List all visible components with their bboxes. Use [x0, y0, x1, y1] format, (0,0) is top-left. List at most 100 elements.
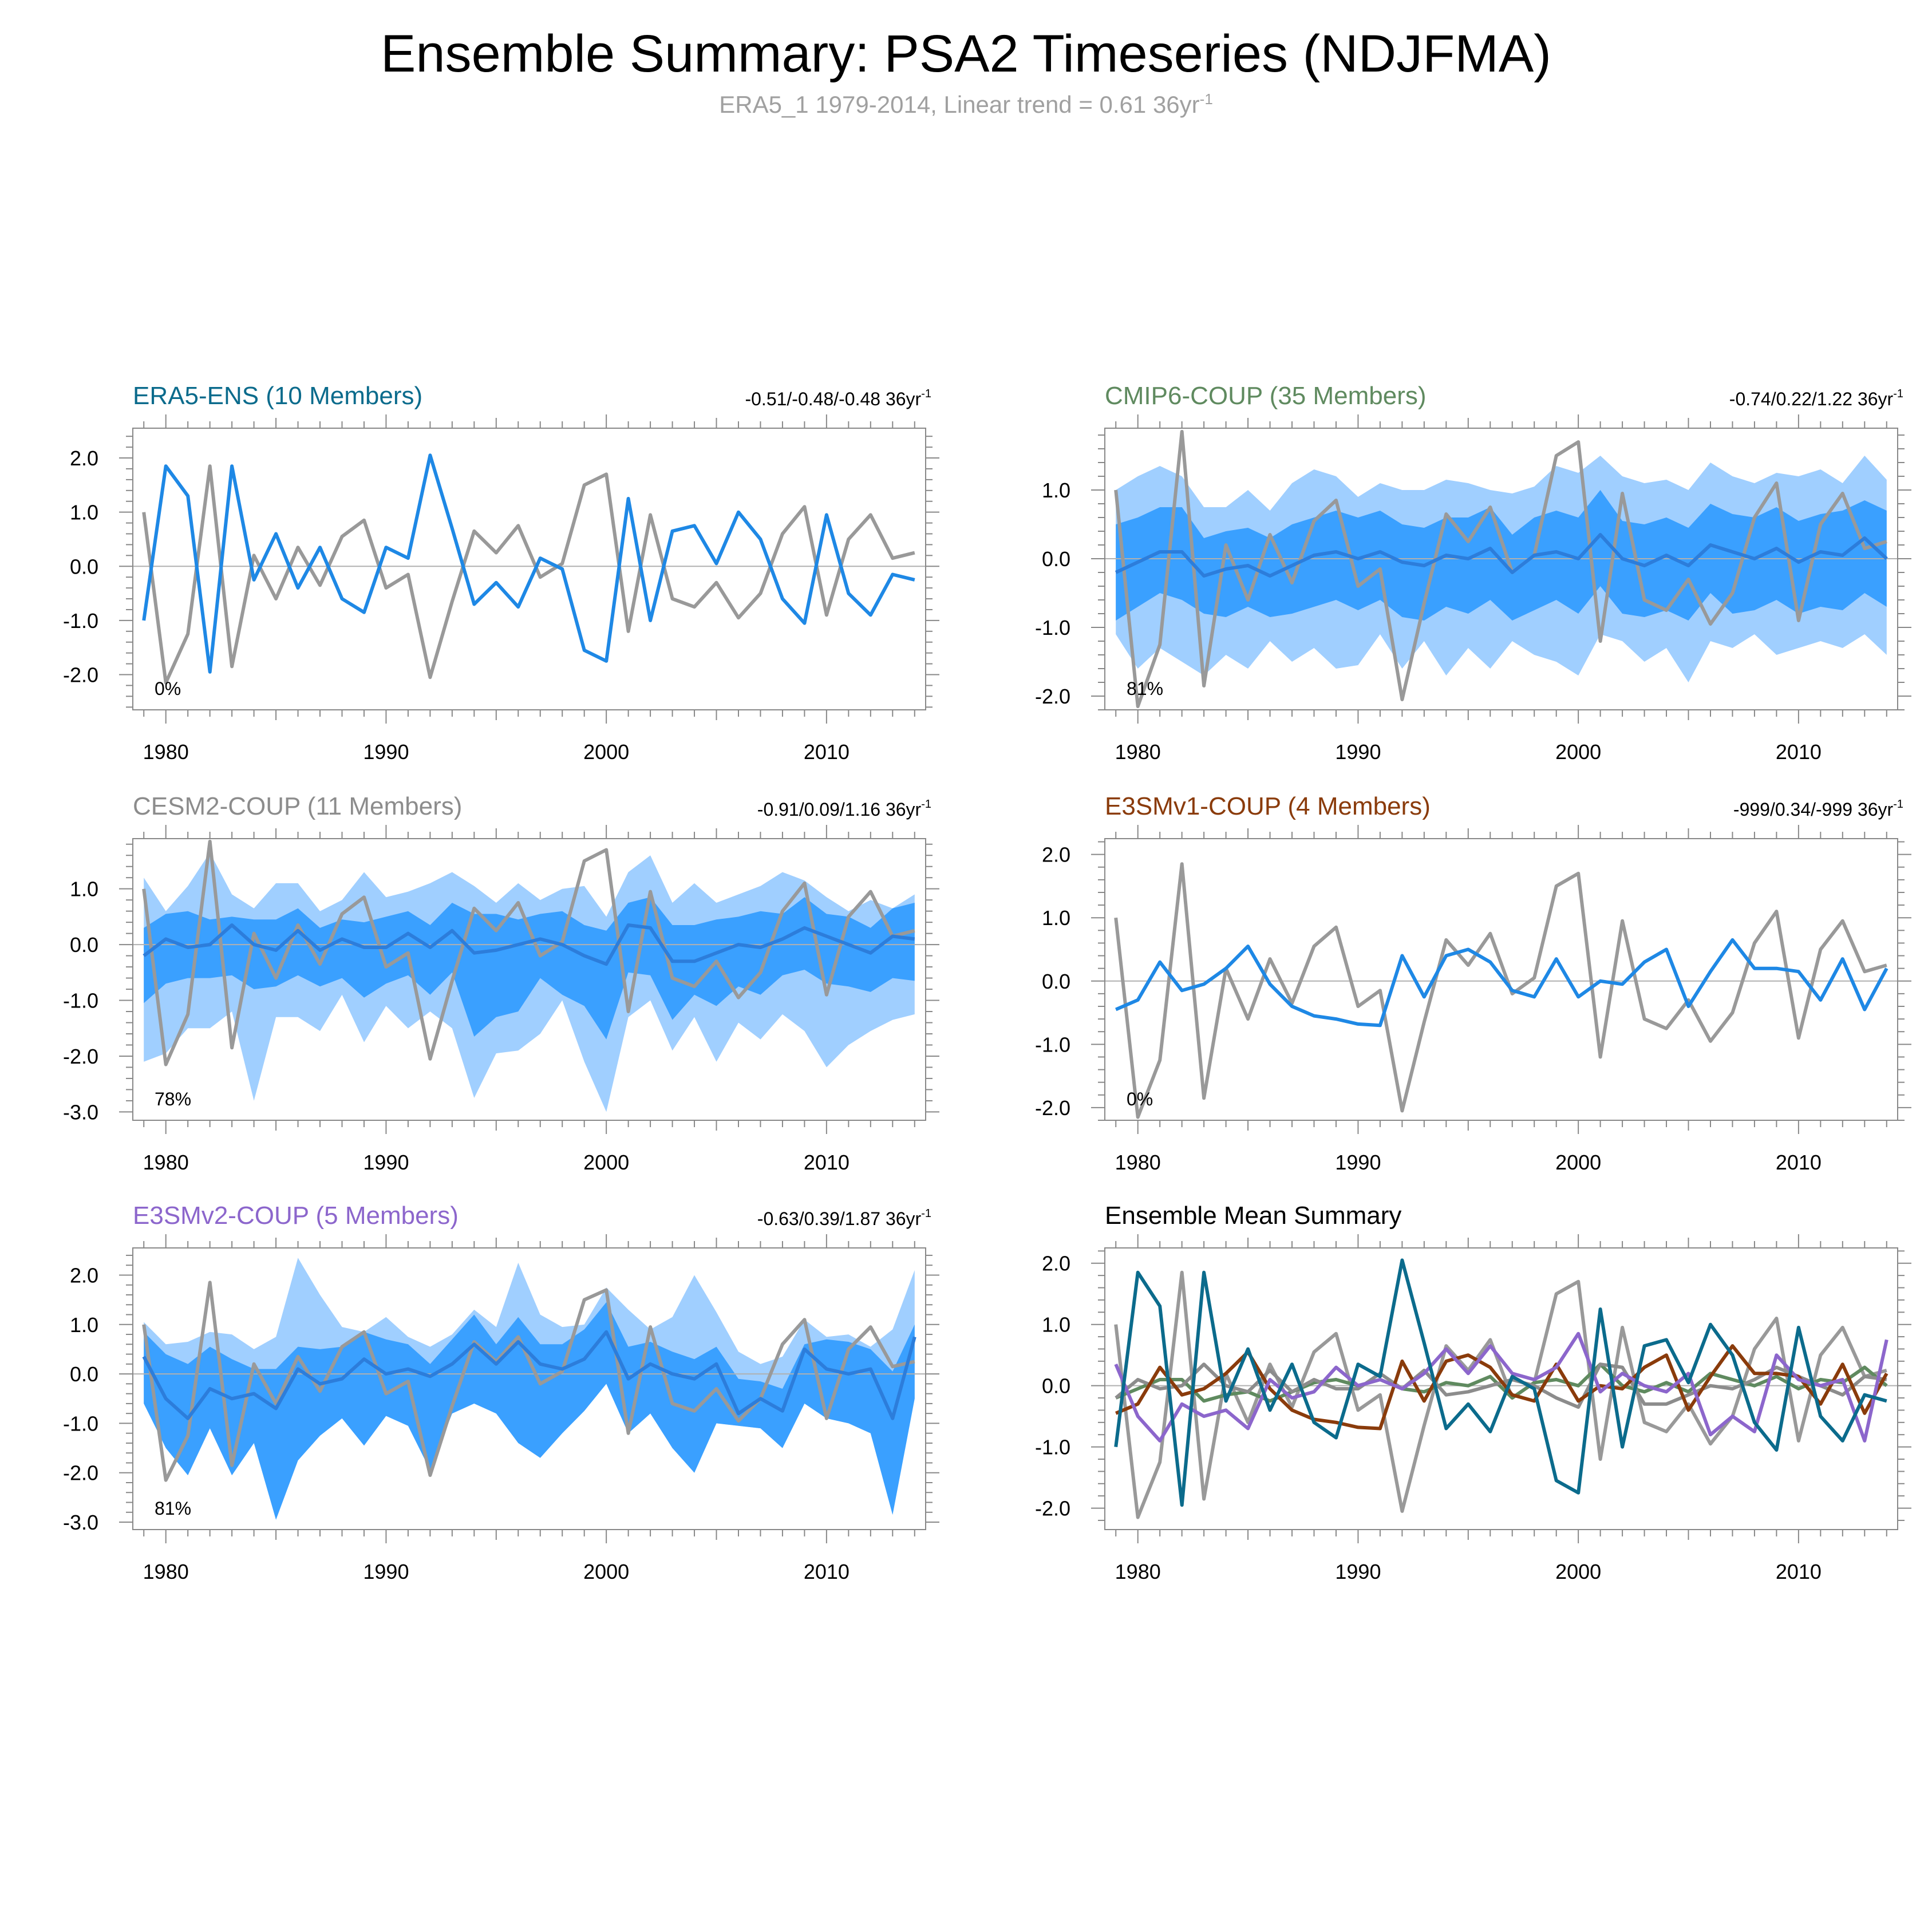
- plot-frame: [132, 1247, 926, 1530]
- page-title: Ensemble Summary: PSA2 Timeseries (NDJFM…: [381, 25, 1551, 83]
- chart-title: E3SMv2-COUP (5 Members): [133, 1202, 459, 1230]
- chart-panel-cesm2: CESM2-COUP (11 Members) -0.91/0.09/1.16 3…: [63, 792, 939, 1174]
- x-tick-label: 2010: [1776, 1151, 1822, 1174]
- ensemble-mean-line: [143, 923, 915, 966]
- obs-line: [142, 1281, 915, 1482]
- y-tick-label: 0.0: [70, 1362, 98, 1386]
- y-tick-label: -1.0: [1035, 616, 1070, 639]
- chart-panel-era5: ERA5-ENS (10 Members) -0.51/-0.48/-0.48 3…: [63, 382, 939, 764]
- x-tick-label: 1990: [363, 1151, 409, 1174]
- plot-area: [1105, 862, 1898, 1119]
- plot-frame: [132, 838, 926, 1121]
- y-tick-label: 2.0: [70, 1263, 98, 1287]
- chart-title: E3SMv1-COUP (4 Members): [1105, 792, 1431, 820]
- x-tick-label: 1980: [1115, 1560, 1161, 1583]
- trend-label: -999/0.34/-999 36yr-1: [1733, 798, 1903, 820]
- y-tick-label: -2.0: [1035, 685, 1070, 708]
- obs-line: [1114, 430, 1887, 708]
- x-tick-label: 2000: [583, 1560, 629, 1583]
- series-line-era5: [1114, 1258, 1887, 1507]
- x-tick-label: 1990: [1335, 1151, 1381, 1174]
- y-tick-label: 2.0: [1042, 1252, 1070, 1275]
- x-tick-label: 2010: [804, 1560, 850, 1583]
- trend-label: -0.51/-0.48/-0.48 36yr-1: [745, 388, 931, 409]
- plot-area: [1105, 1258, 1898, 1519]
- y-tick-label: -1.0: [63, 609, 98, 633]
- x-tick-label: 2010: [1776, 740, 1822, 764]
- chart-title: Ensemble Mean Summary: [1105, 1202, 1401, 1230]
- chart-title: CMIP6-COUP (35 Members): [1105, 382, 1427, 410]
- y-tick-label: -2.0: [63, 1461, 98, 1485]
- percent-label: 78%: [155, 1089, 191, 1109]
- x-tick-label: 1980: [143, 1151, 189, 1174]
- series-line-obs: [1114, 1270, 1887, 1519]
- x-tick-label: 1980: [1115, 740, 1161, 764]
- x-tick-label: 1990: [1335, 1560, 1381, 1583]
- y-tick-label: 1.0: [1042, 1313, 1070, 1337]
- ensemble-mean-line: [142, 453, 915, 674]
- ensemble-mean-line: [142, 1330, 916, 1420]
- y-tick-label: -2.0: [63, 663, 98, 687]
- y-tick-label: 2.0: [70, 447, 98, 470]
- obs-line: [142, 839, 915, 1066]
- y-tick-label: -2.0: [1035, 1497, 1070, 1520]
- plot-area: [1105, 430, 1898, 708]
- percent-label: 81%: [1127, 678, 1163, 699]
- y-tick-label: -2.0: [63, 1045, 98, 1068]
- obs-line: [142, 464, 915, 685]
- percent-label: 81%: [155, 1498, 191, 1519]
- x-tick-label: 2000: [1555, 740, 1601, 764]
- x-tick-label: 2000: [1555, 1560, 1601, 1583]
- chart-title: ERA5-ENS (10 Members): [133, 382, 422, 410]
- plot-frame: [1104, 838, 1898, 1121]
- y-tick-label: -1.0: [63, 989, 98, 1013]
- x-tick-label: 1990: [363, 740, 409, 764]
- y-tick-label: -3.0: [63, 1100, 98, 1124]
- y-tick-label: -1.0: [1035, 1436, 1070, 1459]
- chart-panel-cmip6: CMIP6-COUP (35 Members) -0.74/0.22/1.22 3…: [1035, 382, 1911, 764]
- x-tick-label: 1980: [143, 1560, 189, 1583]
- chart-panel-summary: Ensemble Mean Summary 2.0 1.0 0.0 -1.0 -2.0 19…: [1035, 1202, 1911, 1583]
- y-tick-label: 0.0: [1042, 547, 1070, 571]
- y-tick-label: -1.0: [63, 1412, 98, 1435]
- x-tick-label: 1980: [143, 740, 189, 764]
- trend-label: -0.91/0.09/1.16 36yr-1: [757, 798, 931, 820]
- y-tick-label: -1.0: [1035, 1033, 1070, 1056]
- y-tick-label: 1.0: [70, 878, 98, 901]
- x-tick-label: 2000: [583, 740, 629, 764]
- x-tick-label: 2000: [583, 1151, 629, 1174]
- chart-title: CESM2-COUP (11 Members): [133, 792, 462, 820]
- x-tick-label: 2010: [804, 1151, 850, 1174]
- chart-panel-e3smv2: E3SMv2-COUP (5 Members) -0.63/0.39/1.87 3…: [63, 1202, 939, 1583]
- x-tick-label: 2000: [1555, 1151, 1601, 1174]
- band-inner: [144, 897, 915, 1040]
- page-subtitle: ERA5_1 1979-2014, Linear trend = 0.61 36…: [0, 90, 1932, 118]
- y-tick-label: 1.0: [1042, 479, 1070, 502]
- y-tick-label: 0.0: [70, 555, 98, 578]
- percent-label: 0%: [1127, 1089, 1153, 1109]
- ensemble-mean-line: [1115, 533, 1888, 578]
- x-tick-label: 1990: [363, 1560, 409, 1583]
- x-tick-label: 2010: [804, 740, 850, 764]
- x-tick-label: 1980: [1115, 1151, 1161, 1174]
- y-tick-label: 0.0: [1042, 1374, 1070, 1398]
- y-tick-label: -3.0: [63, 1511, 98, 1534]
- plot-area: [133, 453, 926, 685]
- percent-label: 0%: [155, 678, 181, 699]
- y-tick-label: 1.0: [70, 501, 98, 524]
- subtitle-text: ERA5_1 1979-2014, Linear trend = 0.61 36…: [719, 91, 1200, 118]
- chart-panel-e3smv1: E3SMv1-COUP (4 Members) -999/0.34/-999 36…: [1035, 792, 1911, 1174]
- y-tick-label: 2.0: [1042, 843, 1070, 867]
- plot-frame: [132, 428, 926, 710]
- trend-label: -0.74/0.22/1.22 36yr-1: [1729, 388, 1903, 409]
- y-tick-label: 1.0: [1042, 906, 1070, 930]
- x-tick-label: 2010: [1776, 1560, 1822, 1583]
- trend-label: -0.63/0.39/1.87 36yr-1: [757, 1207, 931, 1229]
- y-tick-label: -2.0: [1035, 1096, 1070, 1120]
- plot-area: [133, 1258, 926, 1520]
- y-tick-label: 0.0: [70, 933, 98, 957]
- plot-area: [133, 839, 926, 1112]
- series-line-e3smv2: [1114, 1332, 1888, 1443]
- plot-frame: [1104, 428, 1898, 710]
